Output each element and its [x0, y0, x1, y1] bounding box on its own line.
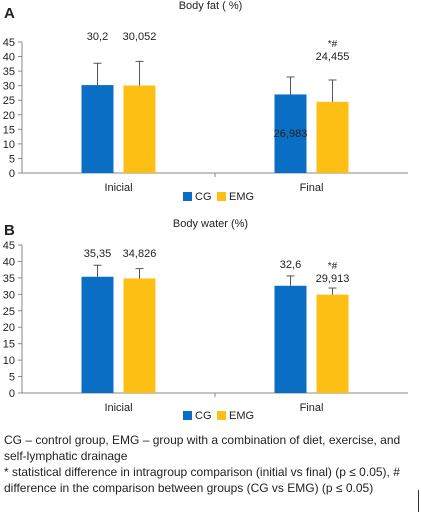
significance-marker: *#	[328, 261, 338, 272]
figure-caption: CG – control group, EMG – group with a c…	[4, 432, 416, 496]
bar-cg	[81, 85, 114, 173]
x-tick-label: Inicial	[104, 182, 132, 194]
x-tick-label: Final	[300, 182, 324, 194]
data-label: 34,826	[123, 248, 157, 260]
y-tick-label: 35	[3, 66, 15, 78]
y-tick-label: 25	[3, 306, 15, 318]
legend-swatch-cg	[183, 411, 192, 420]
y-tick-label: 0	[9, 168, 15, 180]
bar-cg	[81, 276, 114, 393]
y-tick-label: 45	[3, 240, 15, 252]
legend-label-cg: CG	[195, 410, 212, 422]
legend-swatch-cg	[183, 192, 192, 201]
y-tick-label: 35	[3, 273, 15, 285]
data-label: 30,2	[87, 31, 108, 43]
bar-cg	[274, 285, 307, 393]
bar-emg	[316, 101, 349, 173]
chart-panel-b: B Body water (%) 0 5 10 15 20 25 30 35 40 45 35,35…	[0, 212, 421, 426]
y-tick-label: 0	[9, 388, 15, 400]
x-tick-label: Inicial	[104, 402, 132, 414]
y-tick-label: 30	[3, 81, 15, 93]
chart-svg-a: 0 5 10 15 20 25 30 35 40 45 30,2 30,052 Inicial 26,98…	[3, 31, 408, 203]
y-tick-label: 45	[3, 37, 15, 49]
chart-title: Body water (%)	[172, 218, 249, 230]
chart-title: Body fat ( %)	[178, 0, 243, 12]
divider	[418, 490, 419, 512]
legend-swatch-emg	[217, 411, 226, 420]
panel-letter: B	[4, 222, 15, 239]
significance-marker: *#	[328, 39, 338, 50]
y-tick-label: 30	[3, 289, 15, 301]
legend-swatch-emg	[217, 192, 226, 201]
data-label: 32,6	[280, 259, 301, 271]
y-tick-label: 5	[9, 153, 15, 165]
chart-svg-b: 0 5 10 15 20 25 30 35 40 45 35,35 34,826 Inicial 32,6…	[3, 240, 408, 422]
panel-letter: A	[4, 5, 15, 22]
y-tick-label: 40	[3, 52, 15, 64]
y-tick-label: 40	[3, 256, 15, 268]
bar-emg	[123, 278, 156, 393]
chart-panel-a: A Body fat ( %) 0 5 10 15 20 25 30 35 40 45 30,2 30…	[0, 0, 421, 210]
legend-label-cg: CG	[195, 191, 212, 203]
data-label: 26,983	[274, 128, 308, 140]
y-tick-label: 10	[3, 139, 15, 151]
caption-significance: * statistical difference in intragroup c…	[4, 465, 400, 495]
data-label: 24,455	[316, 51, 350, 63]
caption-abbreviations: CG – control group, EMG – group with a c…	[4, 433, 401, 463]
data-label: 30,052	[123, 31, 157, 43]
y-tick-label: 10	[3, 355, 15, 367]
legend-label-emg: EMG	[229, 191, 254, 203]
y-tick-label: 15	[3, 124, 15, 136]
y-tick-label: 25	[3, 95, 15, 107]
data-label: 29,913	[316, 273, 350, 285]
y-tick-label: 20	[3, 322, 15, 334]
bar-emg	[316, 294, 349, 393]
legend-label-emg: EMG	[229, 410, 254, 422]
y-tick-label: 20	[3, 110, 15, 122]
data-label: 35,35	[84, 248, 112, 260]
bar-emg	[123, 85, 156, 173]
x-tick-label: Final	[300, 402, 324, 414]
bar-cg	[274, 94, 307, 173]
y-tick-label: 15	[3, 339, 15, 351]
y-tick-label: 5	[9, 372, 15, 384]
